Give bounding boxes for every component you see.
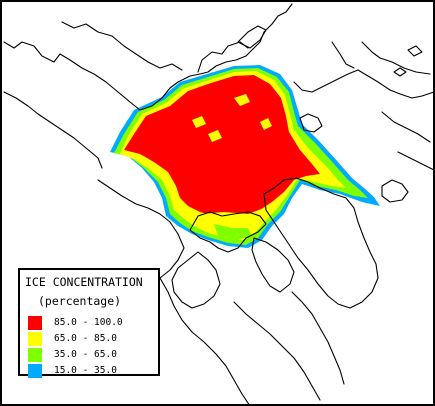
coast-labrador [291, 291, 345, 385]
coast-iceland [381, 179, 409, 203]
legend-label-35-65: 35.0 - 65.0 [54, 349, 117, 360]
map-legend: ICE CONCENTRATION (percentage) 85.0 - 10… [18, 268, 160, 378]
ice-hole-1 [192, 116, 206, 128]
coast-north-america [159, 277, 321, 404]
legend-swatch-35-65 [28, 348, 42, 362]
legend-label-85-100: 85.0 - 100.0 [54, 317, 123, 328]
coast-taymyr [197, 41, 249, 73]
ice-patch-archipelago-green [214, 224, 252, 240]
ice-hole-4 [260, 118, 272, 130]
ice-concentration-layers [110, 65, 380, 248]
coast-small-island-2 [407, 45, 423, 57]
coast-svalbard [299, 113, 323, 133]
legend-label-15-35: 15.0 - 35.0 [54, 365, 117, 376]
coast-east-russia [3, 91, 103, 169]
coast-norway [331, 41, 431, 75]
coast-siberia [3, 3, 293, 111]
ice-hole-3 [208, 130, 222, 142]
coast-novaya-zemlya [237, 25, 267, 49]
legend-label-65-85: 65.0 - 85.0 [54, 333, 117, 344]
legend-swatch-15-35 [28, 364, 42, 378]
ice-hole-2 [234, 94, 250, 106]
coast-alaska [97, 179, 185, 279]
legend-swatch-65-85 [28, 332, 42, 346]
coast-small-island-1 [393, 67, 407, 77]
legend-title: ICE CONCENTRATION [25, 275, 143, 289]
coast-europe [381, 111, 433, 171]
coast-baffin-island [251, 237, 295, 293]
ice-band-85-100 [124, 75, 320, 218]
coast-greenland [263, 177, 379, 309]
legend-swatch-85-100 [28, 316, 42, 330]
legend-subtitle: (percentage) [38, 294, 122, 308]
coast-canadian-archipelago [189, 211, 267, 253]
coast-hudson-bay [171, 251, 221, 309]
coast-siberia-inlets [61, 21, 183, 71]
coastlines [3, 3, 433, 404]
coast-scandinavia [293, 69, 433, 99]
